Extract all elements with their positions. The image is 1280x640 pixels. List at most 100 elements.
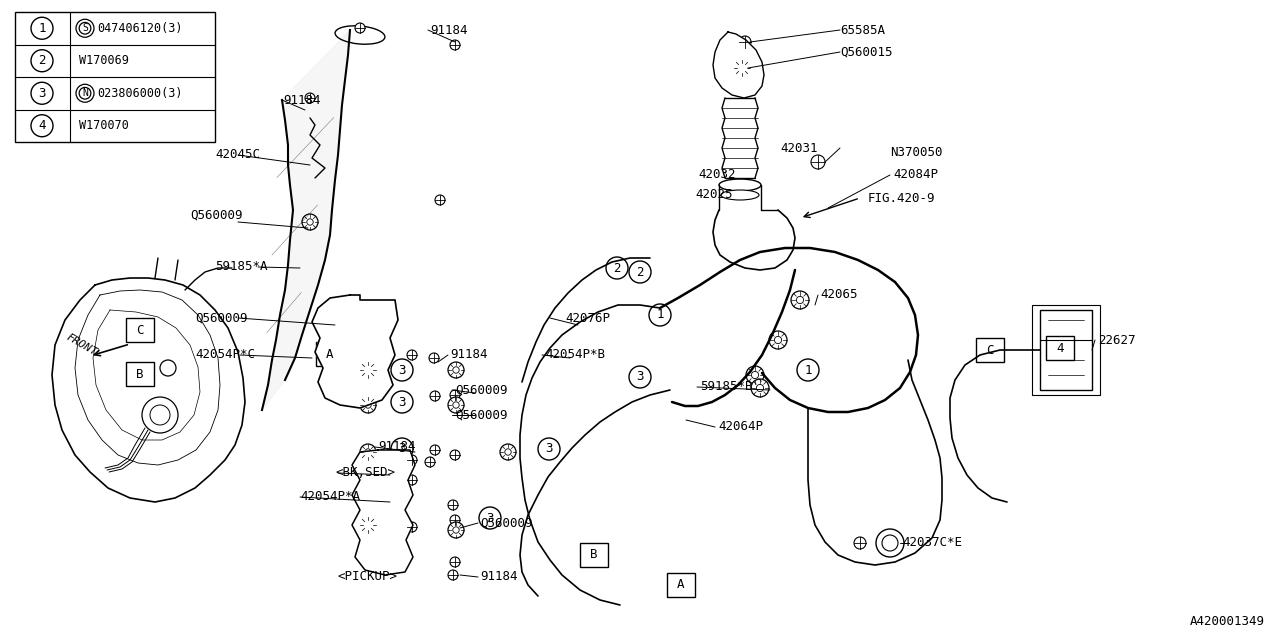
Text: 91184: 91184: [430, 24, 467, 36]
Text: 1: 1: [38, 22, 46, 35]
Text: A: A: [326, 348, 334, 360]
Text: 42025: 42025: [695, 189, 732, 202]
Text: 65585A: 65585A: [840, 24, 884, 36]
Circle shape: [448, 362, 465, 378]
Bar: [1032, 305, 1100, 395]
Circle shape: [448, 570, 458, 580]
Polygon shape: [52, 278, 244, 502]
Text: 22627: 22627: [1098, 333, 1135, 346]
Text: C: C: [136, 323, 143, 337]
Ellipse shape: [721, 190, 759, 200]
Text: W170070: W170070: [79, 119, 129, 132]
Text: 42064P: 42064P: [718, 420, 763, 433]
Text: 047406120(3): 047406120(3): [97, 22, 183, 35]
Text: B: B: [136, 367, 143, 381]
Text: A420001349: A420001349: [1190, 615, 1265, 628]
Text: <PICKUP>: <PICKUP>: [338, 570, 398, 584]
Text: 1: 1: [804, 364, 812, 376]
Bar: [1046, 336, 1074, 360]
Circle shape: [448, 522, 465, 538]
Bar: [316, 342, 344, 366]
Circle shape: [733, 60, 750, 76]
Text: 3: 3: [398, 396, 406, 408]
Text: 2: 2: [38, 54, 46, 67]
Circle shape: [451, 390, 460, 400]
Bar: [15, 12, 215, 142]
Text: 3: 3: [398, 364, 406, 376]
Text: Q560009: Q560009: [454, 383, 507, 397]
Circle shape: [425, 457, 435, 467]
Circle shape: [448, 397, 465, 413]
Circle shape: [739, 36, 751, 48]
Text: 59185*A: 59185*A: [215, 260, 268, 273]
Text: B: B: [590, 548, 598, 561]
Text: 023806000(3): 023806000(3): [97, 87, 183, 100]
Ellipse shape: [719, 179, 762, 191]
Text: N: N: [82, 88, 88, 99]
Circle shape: [751, 379, 769, 397]
Text: 42084P: 42084P: [893, 168, 938, 182]
Text: Q560009: Q560009: [189, 209, 242, 221]
Text: 4: 4: [38, 119, 46, 132]
Bar: [125, 362, 154, 386]
Circle shape: [876, 529, 904, 557]
Text: 3: 3: [38, 87, 46, 100]
Circle shape: [500, 444, 516, 460]
Circle shape: [305, 93, 315, 103]
Circle shape: [142, 397, 178, 433]
Circle shape: [451, 40, 460, 50]
Circle shape: [407, 455, 417, 465]
Text: 2: 2: [636, 266, 644, 278]
Text: 1: 1: [657, 308, 664, 321]
Circle shape: [451, 557, 460, 567]
Text: Q560009: Q560009: [195, 312, 247, 324]
Text: C: C: [987, 344, 993, 356]
Text: Q560009: Q560009: [454, 408, 507, 422]
Text: 3: 3: [545, 442, 553, 456]
Text: FIG.420-9: FIG.420-9: [868, 191, 936, 205]
Circle shape: [854, 537, 867, 549]
Circle shape: [355, 23, 365, 33]
Circle shape: [407, 475, 417, 485]
Text: 42054P*C: 42054P*C: [195, 349, 255, 362]
Text: 59185*B: 59185*B: [700, 381, 753, 394]
Text: 42054P*A: 42054P*A: [300, 490, 360, 504]
Circle shape: [360, 517, 376, 533]
Text: 91184: 91184: [451, 349, 488, 362]
Text: 4: 4: [1056, 342, 1064, 355]
Circle shape: [160, 360, 177, 376]
Bar: [580, 543, 608, 567]
Text: 91184: 91184: [480, 570, 517, 584]
Circle shape: [812, 155, 826, 169]
Text: 42037C*E: 42037C*E: [902, 536, 963, 550]
Polygon shape: [352, 450, 415, 575]
Polygon shape: [713, 32, 764, 98]
Polygon shape: [262, 30, 349, 410]
Circle shape: [448, 500, 458, 510]
Text: 42054P*B: 42054P*B: [545, 349, 605, 362]
Bar: [667, 573, 695, 597]
Circle shape: [430, 391, 440, 401]
Text: N370050: N370050: [890, 145, 942, 159]
Text: A: A: [677, 579, 685, 591]
Text: 42065: 42065: [820, 289, 858, 301]
Circle shape: [360, 444, 376, 460]
Circle shape: [407, 350, 417, 360]
Text: 42032: 42032: [698, 168, 736, 182]
Text: 42031: 42031: [780, 141, 818, 154]
Circle shape: [407, 522, 417, 532]
Polygon shape: [312, 295, 398, 408]
Circle shape: [302, 214, 317, 230]
Circle shape: [360, 397, 376, 413]
Circle shape: [769, 331, 787, 349]
Text: S: S: [82, 23, 88, 33]
Circle shape: [430, 445, 440, 455]
Bar: [125, 318, 154, 342]
Circle shape: [451, 515, 460, 525]
Text: 3: 3: [636, 371, 644, 383]
Text: <BK,SED>: <BK,SED>: [335, 467, 396, 479]
Circle shape: [791, 291, 809, 309]
Text: 42045C: 42045C: [215, 148, 260, 161]
Circle shape: [429, 353, 439, 363]
Text: Q560015: Q560015: [840, 45, 892, 58]
